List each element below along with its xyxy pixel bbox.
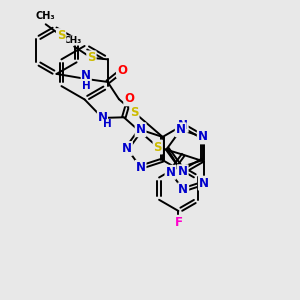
Text: N: N <box>178 119 188 132</box>
Text: CH₃: CH₃ <box>36 11 56 21</box>
Text: N: N <box>81 70 91 83</box>
Text: N: N <box>136 161 146 174</box>
Text: N: N <box>178 183 188 196</box>
Text: S: S <box>130 106 139 119</box>
Text: N: N <box>199 177 209 190</box>
Text: F: F <box>174 216 182 229</box>
Text: S: S <box>57 29 65 42</box>
Text: H: H <box>82 80 91 91</box>
Text: S: S <box>154 140 162 154</box>
Text: N: N <box>176 123 186 136</box>
Text: N: N <box>198 130 208 143</box>
Text: CH₃: CH₃ <box>64 36 82 45</box>
Text: O: O <box>124 92 134 105</box>
Text: N: N <box>166 166 176 179</box>
Text: H: H <box>103 119 112 129</box>
Text: O: O <box>117 64 127 77</box>
Text: N: N <box>98 111 107 124</box>
Text: N: N <box>136 123 146 136</box>
Text: N: N <box>178 165 188 178</box>
Text: N: N <box>122 142 132 155</box>
Text: S: S <box>87 51 96 64</box>
